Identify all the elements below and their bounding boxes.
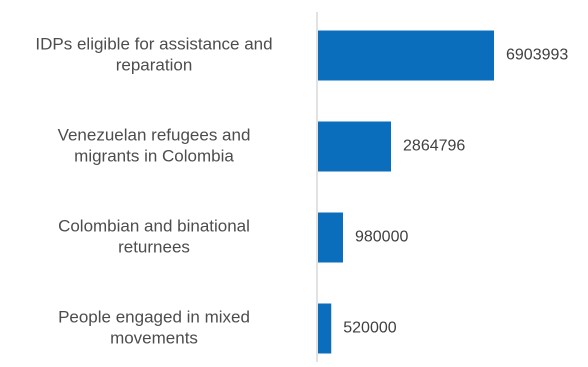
category-label-0-line-1: reparation [116,55,193,74]
value-label-3: 520000 [343,320,396,337]
category-label-1-line-0: Venezuelan refugees and [58,125,251,144]
category-label-3-line-1: movements [110,328,198,347]
value-labels-group: 6903993 2864796 980000 520000 [343,47,568,337]
bars-group [318,30,494,354]
category-label-3: People engaged in mixed movements [58,307,250,347]
category-labels-group: IDPs eligible for assistance and reparati… [35,34,272,347]
category-label-2: Colombian and binational returnees [58,216,250,256]
bar-1 [318,121,392,172]
value-label-2: 980000 [355,229,408,246]
value-label-1: 2864796 [403,138,465,155]
category-label-2-line-1: returnees [118,237,190,256]
category-label-0-line-0: IDPs eligible for assistance and [35,34,272,53]
category-label-3-line-0: People engaged in mixed [58,307,250,326]
bar-2 [318,212,343,263]
category-label-1-line-1: migrants in Colombia [74,146,234,165]
category-label-1: Venezuelan refugees and migrants in Colom… [58,125,251,165]
category-label-2-line-0: Colombian and binational [58,216,250,235]
value-label-0: 6903993 [506,47,568,64]
bar-0 [318,30,494,81]
category-label-0: IDPs eligible for assistance and reparati… [35,34,272,74]
bar-3 [318,303,332,354]
